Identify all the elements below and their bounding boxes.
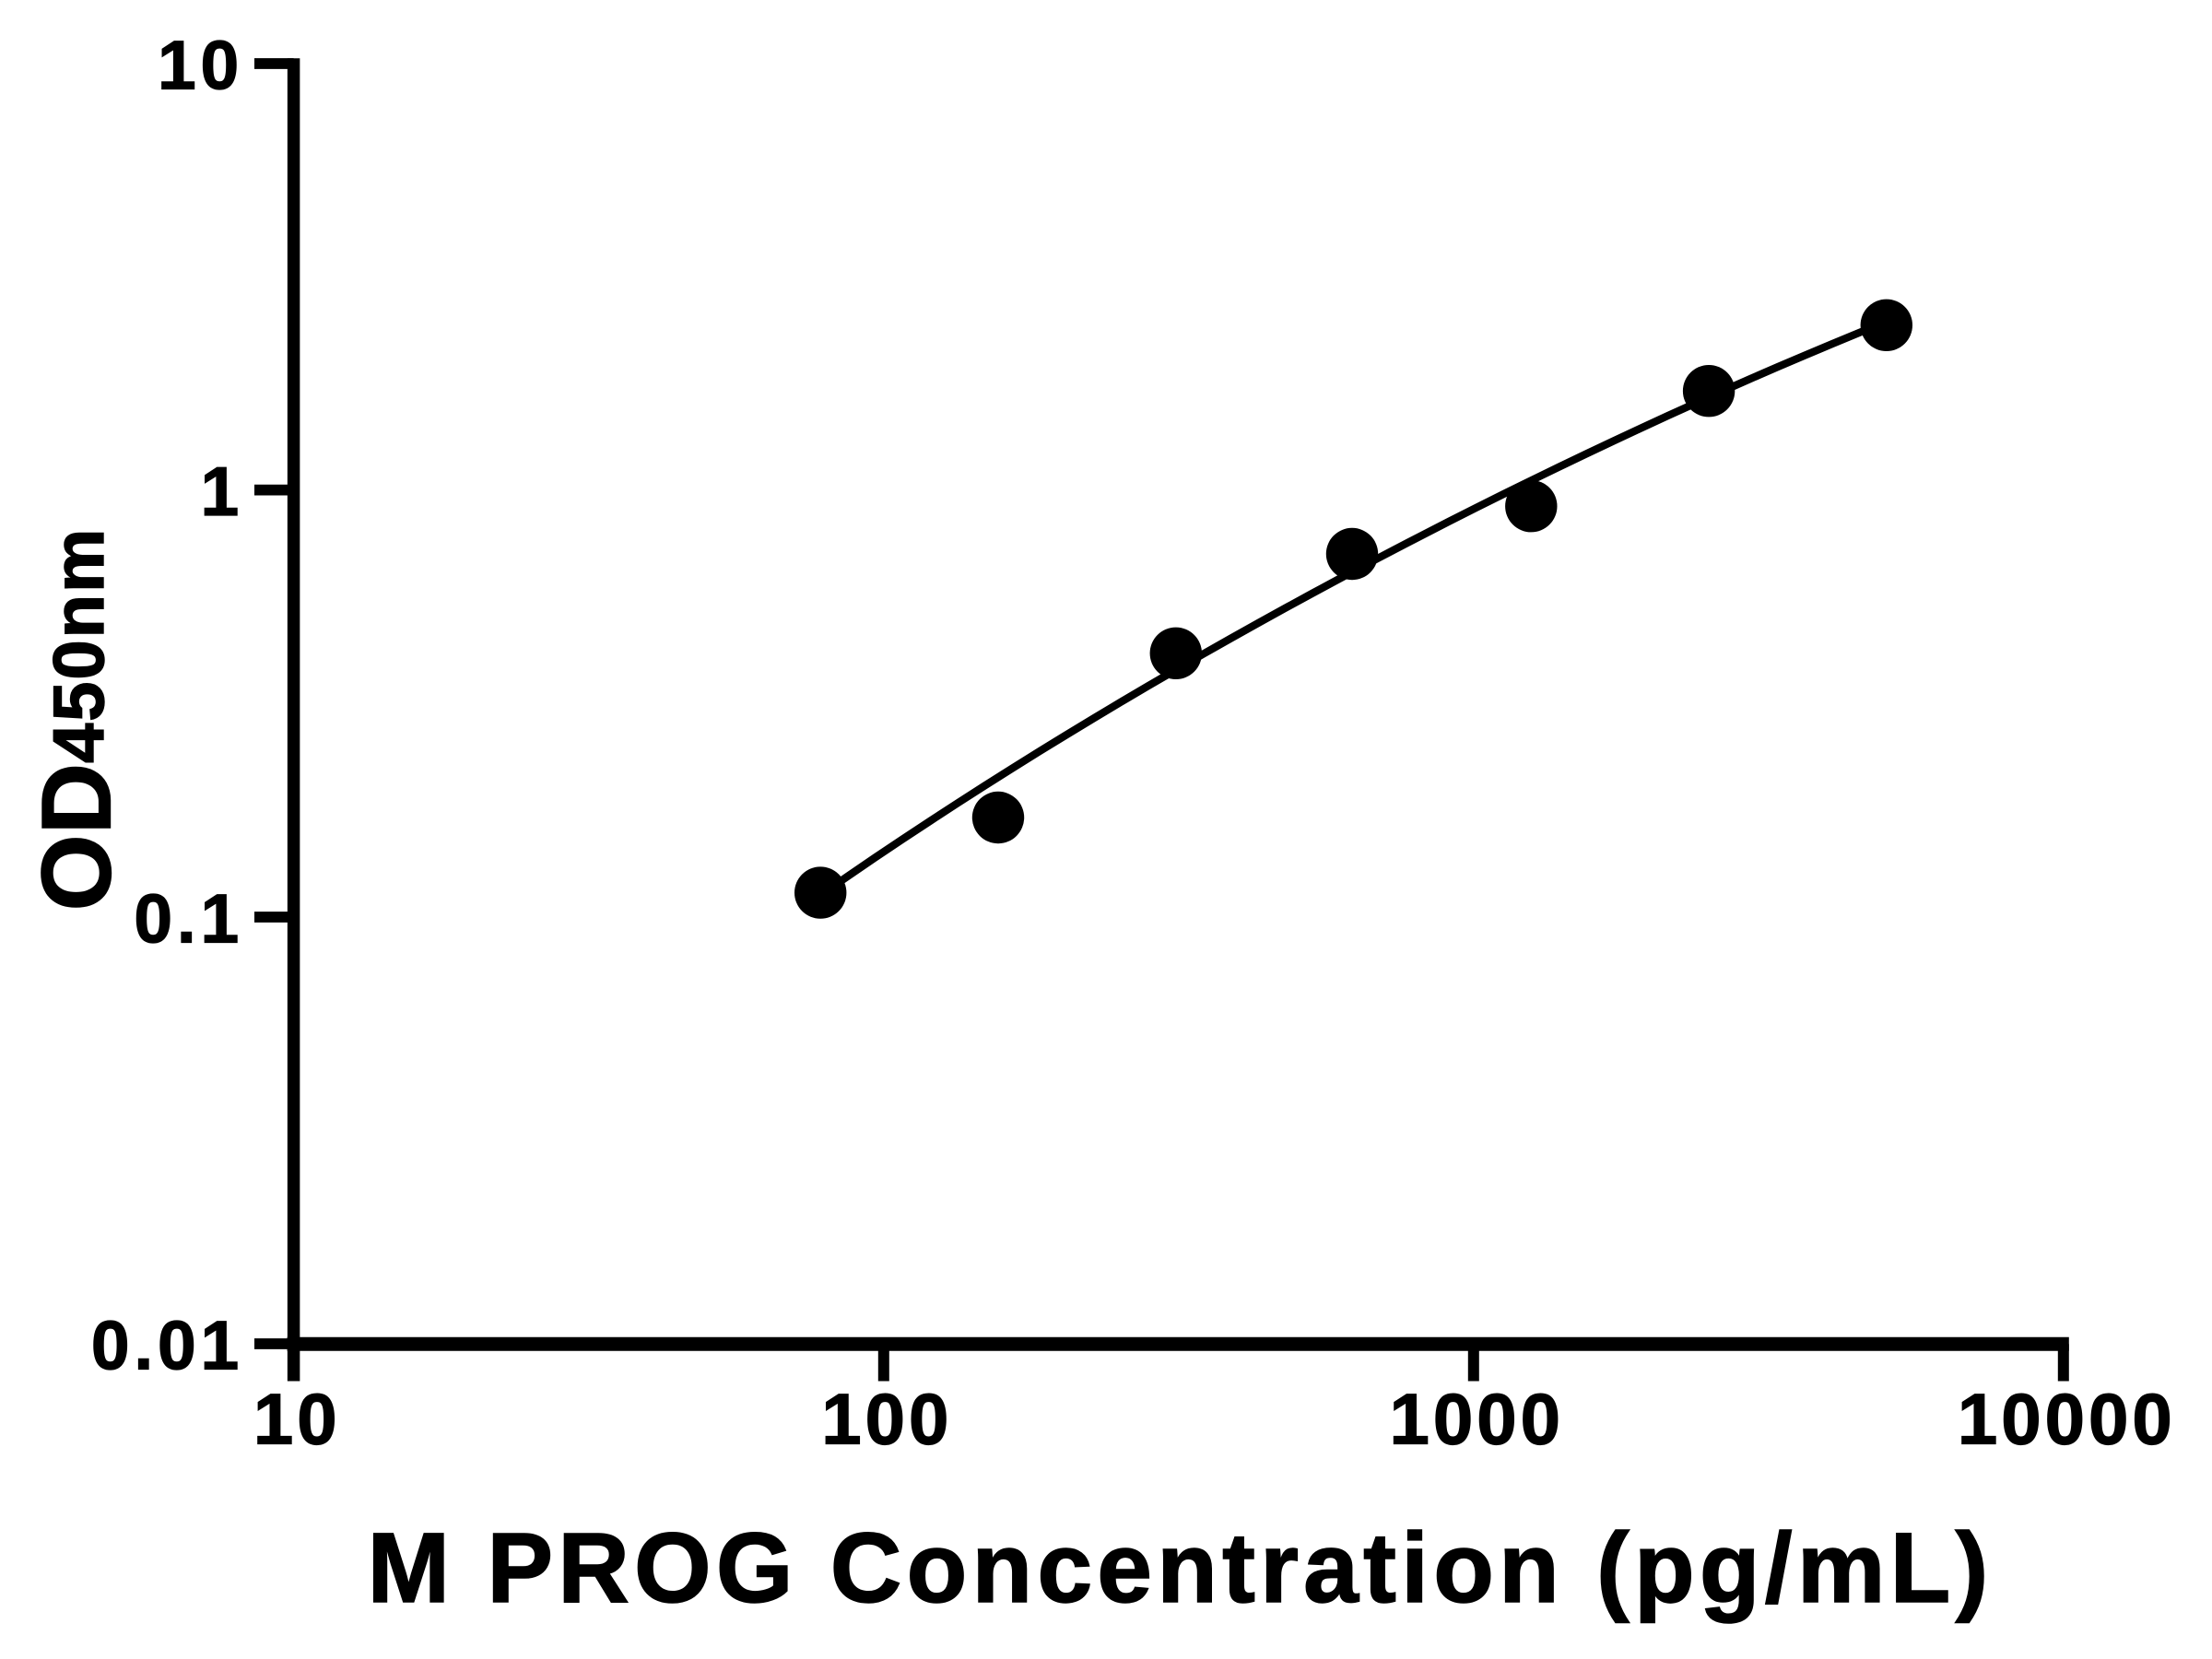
svg-text:1000: 1000 <box>1390 1379 1565 1460</box>
svg-text:10000: 10000 <box>1958 1379 2176 1460</box>
svg-text:0.1: 0.1 <box>134 880 243 958</box>
svg-text:10: 10 <box>253 1379 341 1460</box>
svg-text:0.01: 0.01 <box>91 1307 243 1384</box>
svg-text:M PROG Concentration (pg/mL): M PROG Concentration (pg/mL) <box>368 1512 1994 1623</box>
svg-text:OD450nm: OD450nm <box>21 527 132 912</box>
svg-text:1: 1 <box>200 453 243 530</box>
svg-text:10: 10 <box>158 27 243 104</box>
svg-text:100: 100 <box>821 1379 952 1460</box>
